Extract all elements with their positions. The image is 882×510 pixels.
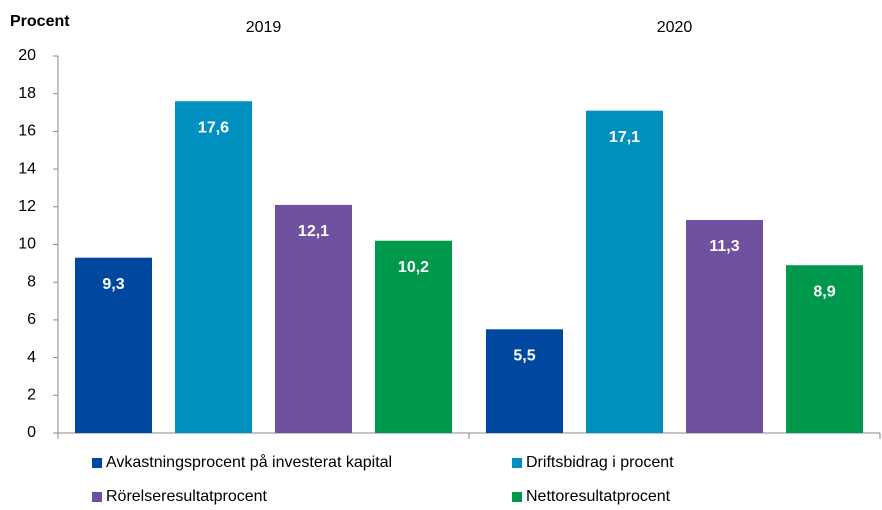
legend-swatch [92, 458, 102, 468]
bar [686, 219, 763, 433]
y-tick-label: 18 [18, 85, 36, 102]
legend-label: Rörelseresultatprocent [106, 488, 268, 505]
y-tick-label: 6 [27, 311, 36, 328]
bar [586, 110, 663, 433]
bar [75, 257, 152, 433]
y-tick-label: 20 [18, 47, 36, 64]
y-axis-label: Procent [10, 13, 70, 30]
value-label: 17,1 [609, 129, 640, 146]
category-label: 2019 [246, 19, 282, 36]
bar [486, 329, 563, 433]
value-label: 5,5 [513, 348, 535, 365]
legend-swatch [92, 492, 102, 502]
bar [175, 101, 252, 434]
bar [375, 240, 452, 433]
y-tick-label: 12 [18, 198, 36, 215]
value-label: 10,2 [398, 259, 429, 276]
y-tick-label: 16 [18, 123, 36, 140]
legend-swatch [512, 458, 522, 468]
bar [786, 265, 863, 433]
legend-label: Nettoresultatprocent [526, 488, 671, 505]
y-tick-label: 0 [27, 424, 36, 441]
value-label: 12,1 [298, 223, 329, 240]
y-tick-label: 4 [27, 349, 36, 366]
y-tick-label: 10 [18, 236, 36, 253]
y-tick-label: 2 [27, 387, 36, 404]
y-tick-label: 14 [18, 160, 36, 177]
legend-label: Driftsbidrag i procent [526, 454, 674, 471]
legend-label: Avkastningsprocent på investerat kapital [106, 453, 392, 471]
value-label: 9,3 [102, 276, 124, 293]
bar [275, 204, 352, 433]
category-label: 2020 [657, 19, 693, 36]
value-label: 11,3 [709, 238, 739, 255]
value-label: 17,6 [198, 119, 229, 136]
value-label: 8,9 [813, 283, 835, 300]
legend-swatch [512, 492, 522, 502]
y-tick-label: 8 [27, 273, 36, 290]
